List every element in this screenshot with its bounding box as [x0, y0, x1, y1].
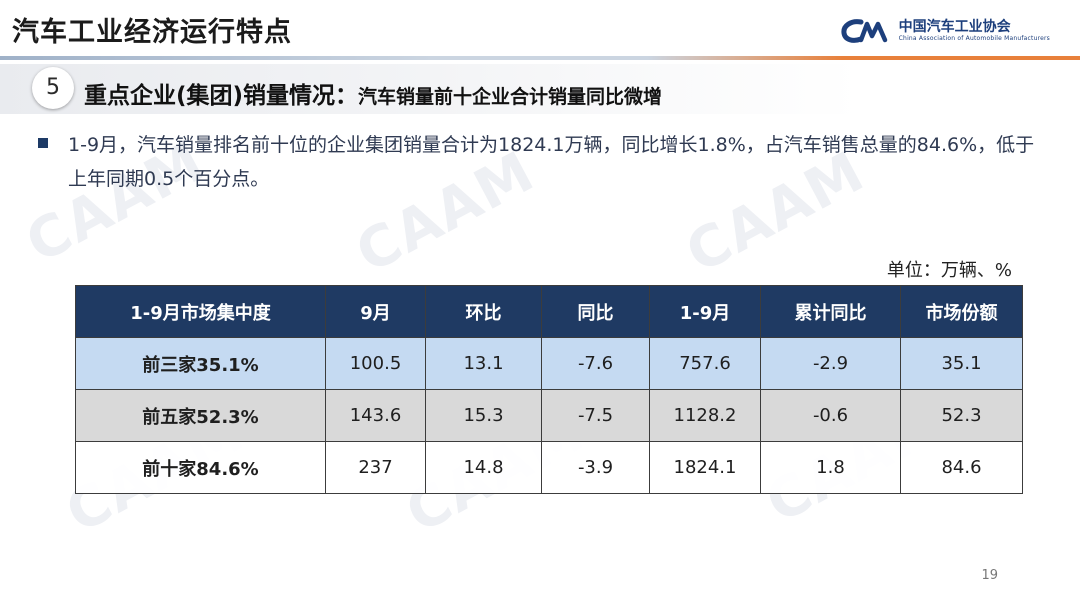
table-header-cell: 累计同比 [760, 285, 901, 338]
logo-name-cn: 中国汽车工业协会 [898, 18, 1011, 35]
section-title: 重点企业(集团)销量情况： [84, 83, 359, 109]
table-cell: 35.1 [900, 337, 1023, 390]
table-header-row: 1-9月市场集中度 9月 环比 同比 1-9月 累计同比 市场份额 [75, 285, 1023, 338]
table-cell: -3.9 [541, 441, 650, 494]
caam-logo: 中国汽车工业协会 China Association of Automobile… [841, 18, 1050, 44]
section-subtitle: 汽车销量前十企业合计销量同比微增 [358, 86, 663, 108]
table-cell: 52.3 [900, 389, 1023, 442]
table-header-cell: 市场份额 [900, 285, 1023, 338]
table-row: 前十家84.6% 237 14.8 -3.9 1824.1 1.8 84.6 [75, 441, 1023, 494]
row-label: 前十家84.6% [75, 441, 326, 494]
table-cell: 15.3 [425, 389, 542, 442]
table-cell: -7.6 [541, 337, 650, 390]
row-label: 前三家35.1% [75, 337, 326, 390]
unit-label: 单位：万辆、% [886, 260, 1012, 281]
bullet-marker [38, 138, 48, 148]
page-number: 19 [981, 568, 998, 583]
table-cell: -2.9 [760, 337, 901, 390]
page-title: 汽车工业经济运行特点 [12, 17, 292, 48]
table-header-cell: 同比 [541, 285, 650, 338]
table-cell: -7.5 [541, 389, 650, 442]
table-cell: 143.6 [325, 389, 426, 442]
bullet-paragraph: 1-9月，汽车销量排名前十位的企业集团销量合计为1824.1万辆，同比增长1.8… [68, 134, 1035, 190]
section-number: 5 [32, 67, 74, 109]
table-cell: 100.5 [325, 337, 426, 390]
table-cell: -0.6 [760, 389, 901, 442]
table-row: 前五家52.3% 143.6 15.3 -7.5 1128.2 -0.6 52.… [75, 389, 1023, 442]
table-header-cell: 1-9月 [649, 285, 761, 338]
table-header-cell: 环比 [425, 285, 542, 338]
table-cell: 237 [325, 441, 426, 494]
concentration-table: 1-9月市场集中度 9月 环比 同比 1-9月 累计同比 市场份额 前三家35.… [75, 285, 1023, 494]
table-cell: 757.6 [649, 337, 761, 390]
table-cell: 1128.2 [649, 389, 761, 442]
table-header-cell: 9月 [325, 285, 426, 338]
section-heading-band [0, 64, 860, 114]
row-label: 前五家52.3% [75, 389, 326, 442]
section-heading: 重点企业(集团)销量情况：汽车销量前十企业合计销量同比微增 [84, 76, 662, 110]
caam-logo-icon [841, 19, 887, 43]
table-header-cell: 1-9月市场集中度 [75, 285, 326, 338]
table-cell: 1.8 [760, 441, 901, 494]
table-cell: 1824.1 [649, 441, 761, 494]
table-cell: 13.1 [425, 337, 542, 390]
table-row: 前三家35.1% 100.5 13.1 -7.6 757.6 -2.9 35.1 [75, 337, 1023, 390]
table-cell: 84.6 [900, 441, 1023, 494]
header-divider [0, 56, 1080, 60]
logo-name-en: China Association of Automobile Manufact… [898, 34, 1050, 42]
table-cell: 14.8 [425, 441, 542, 494]
